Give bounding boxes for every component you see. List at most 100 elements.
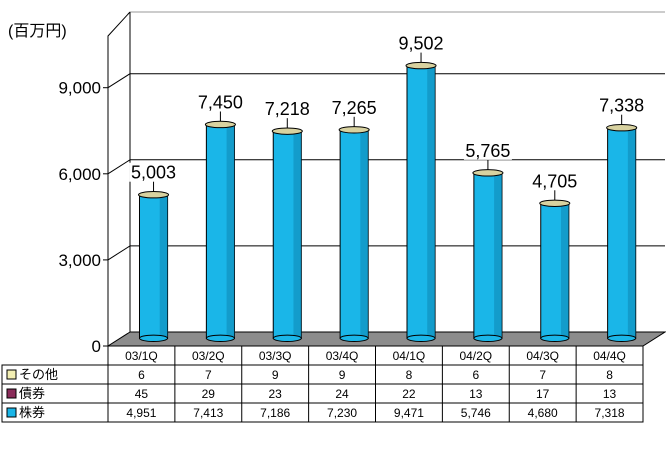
table-cell: 29 <box>202 387 216 401</box>
table-cell: 9,471 <box>394 406 424 420</box>
bars <box>137 61 638 342</box>
table-cell: 7,230 <box>327 406 357 420</box>
side-wall-edge <box>107 11 131 346</box>
bar-top-cap <box>472 169 504 177</box>
legend-label: その他 <box>19 367 58 382</box>
table-cell: 7 <box>539 368 546 382</box>
bar-base <box>339 334 369 342</box>
table-cell: 17 <box>536 387 550 401</box>
x-tick-label: 03/2Q <box>192 349 225 363</box>
legend-label: 株券 <box>19 405 45 420</box>
table-cell: 13 <box>603 387 617 401</box>
bar-base <box>473 334 503 342</box>
bar-04/4Q <box>606 123 638 342</box>
bar-base <box>272 334 302 342</box>
table-row <box>1 402 644 423</box>
bar-shade <box>427 65 436 339</box>
bar-base <box>205 334 235 342</box>
legend-swatch <box>6 369 17 380</box>
table-cell: 5,746 <box>461 406 491 420</box>
legend-label: 債券 <box>19 386 45 401</box>
table-cell: 22 <box>402 387 416 401</box>
x-tick-label: 04/4Q <box>593 349 626 363</box>
table-cell: 4,680 <box>528 406 558 420</box>
table-cell: 23 <box>269 387 283 401</box>
value-label-bg <box>530 171 579 191</box>
table-cell: 24 <box>335 387 349 401</box>
bar-top-cap <box>405 61 437 70</box>
y-tick-label: 3,000 <box>58 251 101 270</box>
bar-shade <box>627 127 636 339</box>
y-tick-label: 0 <box>92 337 101 356</box>
bar-04/3Q <box>539 199 571 342</box>
table-cell: 6 <box>138 368 145 382</box>
bar-top-cap <box>606 123 638 132</box>
value-label-bg <box>129 162 178 182</box>
table-row <box>1 364 644 385</box>
x-tick-label: 03/3Q <box>259 349 292 363</box>
plot-floor <box>106 331 666 347</box>
x-tick-label: 04/3Q <box>526 349 559 363</box>
plot-back <box>103 11 665 347</box>
bar-03/1Q <box>137 191 170 342</box>
legend-swatch <box>6 407 17 418</box>
bar-top-cap <box>271 127 303 135</box>
table-cell: 7,186 <box>260 406 290 420</box>
value-label-bg <box>597 95 646 115</box>
x-tick-label: 04/1Q <box>393 349 426 363</box>
bar-shade <box>293 131 302 339</box>
table-cell: 4,951 <box>126 406 156 420</box>
bar-base <box>138 334 169 342</box>
value-label: 7,450 <box>198 92 243 112</box>
value-label: 5,765 <box>465 141 510 161</box>
table-cell: 6 <box>472 368 479 382</box>
gridline-side <box>107 245 131 261</box>
y-tick-label: 6,000 <box>58 165 101 184</box>
table-cell: 9 <box>272 368 279 382</box>
table-cell: 13 <box>469 387 483 401</box>
unit-label: (百万円) <box>8 23 67 40</box>
legend-swatch <box>6 388 17 399</box>
value-label: 4,705 <box>532 171 577 191</box>
gridline-side <box>107 73 131 89</box>
value-label-bg <box>196 92 245 112</box>
value-label: 7,265 <box>332 98 377 118</box>
value-label-bg <box>263 99 312 119</box>
bar-shade <box>226 124 235 339</box>
x-tick-label: 03/1Q <box>125 349 158 363</box>
value-label-bg <box>397 33 446 53</box>
table-cell: 7 <box>205 368 212 382</box>
table-cell: 45 <box>135 387 149 401</box>
bar-04/1Q <box>405 61 437 342</box>
bar-base <box>406 334 436 342</box>
table-cell: 9 <box>339 368 346 382</box>
bar-04/2Q <box>472 169 504 342</box>
labels: 0 3,000 6,000 9,000 (百万円) 5,003 7,450 7,218 7,26… <box>8 23 646 356</box>
data-table: 03/1Q 03/2Q 03/3Q 03/4Q 04/1Q 04/2Q 04/3Q 04/4Q… <box>1 345 644 423</box>
x-tick-label: 03/4Q <box>326 349 359 363</box>
bar-top-cap <box>137 191 170 199</box>
table-cell: 7,318 <box>595 406 625 420</box>
value-label: 7,338 <box>599 96 644 116</box>
value-label: 5,003 <box>131 163 176 183</box>
value-label-bg <box>463 140 512 160</box>
bar-shade <box>360 129 369 339</box>
bar-shade <box>560 203 569 339</box>
bar-03/2Q <box>204 120 236 342</box>
y-tick-label: 9,000 <box>58 79 101 98</box>
gridline-side <box>107 159 131 175</box>
bar-base <box>540 334 570 342</box>
value-label: 9,502 <box>399 34 444 54</box>
table-cell: 8 <box>406 368 413 382</box>
table-cell: 8 <box>606 368 613 382</box>
bar-top-cap <box>539 199 571 207</box>
bar-shade <box>159 194 168 339</box>
value-label: 7,218 <box>265 99 310 119</box>
bar-top-cap <box>204 120 236 129</box>
value-label-bg <box>330 97 379 117</box>
bar-shade <box>494 172 502 339</box>
bar-top-cap <box>338 126 370 134</box>
bar-03/3Q <box>271 127 303 342</box>
